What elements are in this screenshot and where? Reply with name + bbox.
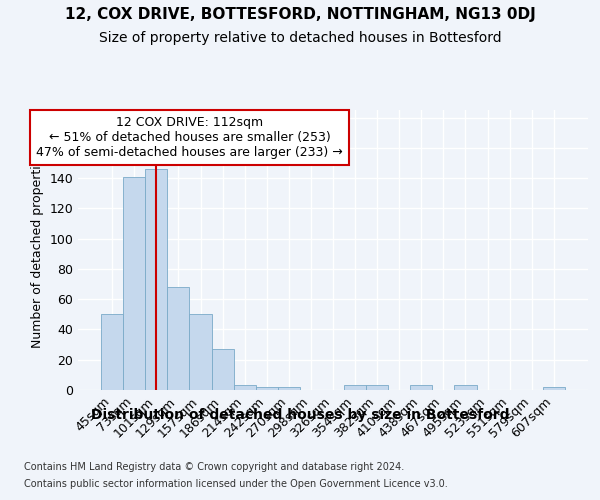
Bar — [454, 386, 476, 390]
Text: Contains HM Land Registry data © Crown copyright and database right 2024.: Contains HM Land Registry data © Crown c… — [24, 462, 404, 472]
Bar — [410, 386, 433, 390]
Bar — [233, 386, 256, 390]
Text: Distribution of detached houses by size in Bottesford: Distribution of detached houses by size … — [91, 408, 509, 422]
Bar — [278, 387, 300, 390]
Bar — [123, 176, 145, 390]
Bar — [256, 387, 278, 390]
Text: Contains public sector information licensed under the Open Government Licence v3: Contains public sector information licen… — [24, 479, 448, 489]
Text: 12 COX DRIVE: 112sqm
← 51% of detached houses are smaller (253)
47% of semi-deta: 12 COX DRIVE: 112sqm ← 51% of detached h… — [36, 116, 343, 159]
Bar — [167, 287, 190, 390]
Bar — [101, 314, 123, 390]
Text: 12, COX DRIVE, BOTTESFORD, NOTTINGHAM, NG13 0DJ: 12, COX DRIVE, BOTTESFORD, NOTTINGHAM, N… — [65, 8, 535, 22]
Bar — [543, 387, 565, 390]
Y-axis label: Number of detached properties: Number of detached properties — [31, 152, 44, 348]
Bar — [145, 169, 167, 390]
Text: Size of property relative to detached houses in Bottesford: Size of property relative to detached ho… — [98, 31, 502, 45]
Bar — [366, 386, 388, 390]
Bar — [190, 314, 212, 390]
Bar — [344, 386, 366, 390]
Bar — [212, 349, 233, 390]
